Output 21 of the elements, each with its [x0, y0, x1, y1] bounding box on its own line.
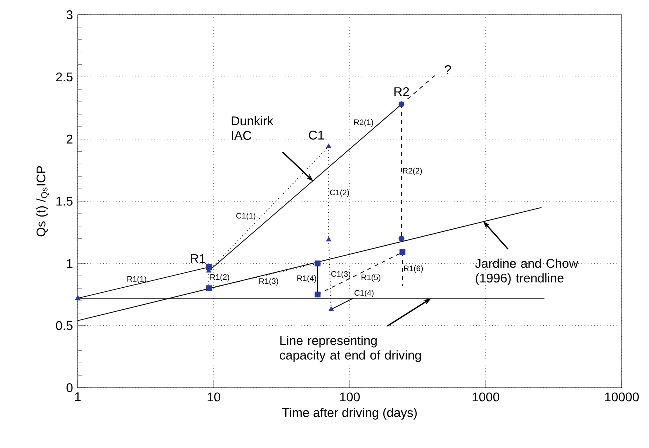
- annotation: C1: [309, 130, 324, 140]
- y-axis-title: Qs (t) /$_{Qs}$ICP: [36, 166, 50, 237]
- y-tick-label: 1.5: [56, 197, 73, 206]
- y-tick-label: 2.5: [56, 72, 73, 82]
- annotation: Dunkirk IAC: [232, 116, 274, 140]
- annotation: ?: [445, 66, 452, 74]
- x-tick-label: 10000: [605, 392, 640, 402]
- y-tick-label: 0: [66, 384, 73, 392]
- x-tick-label: 1000: [472, 392, 500, 402]
- x-tick-label: 1: [75, 392, 81, 402]
- y-tick-label: 0.5: [56, 321, 73, 330]
- annotation: R1: [191, 254, 206, 264]
- annotation: Jardine and Chow (1996) trendline: [475, 258, 578, 286]
- x-tick-label: 10: [208, 392, 221, 402]
- annotation: Line representing capacity at end of driving: [280, 336, 422, 362]
- x-tick-label: 100: [340, 392, 360, 402]
- y-tick-label: 2: [66, 134, 73, 144]
- x-axis-title: Time after driving (days): [282, 408, 417, 420]
- y-tick-label: 1: [67, 259, 73, 268]
- y-tick-label: 3: [66, 10, 73, 20]
- annotation: R2: [394, 87, 410, 96]
